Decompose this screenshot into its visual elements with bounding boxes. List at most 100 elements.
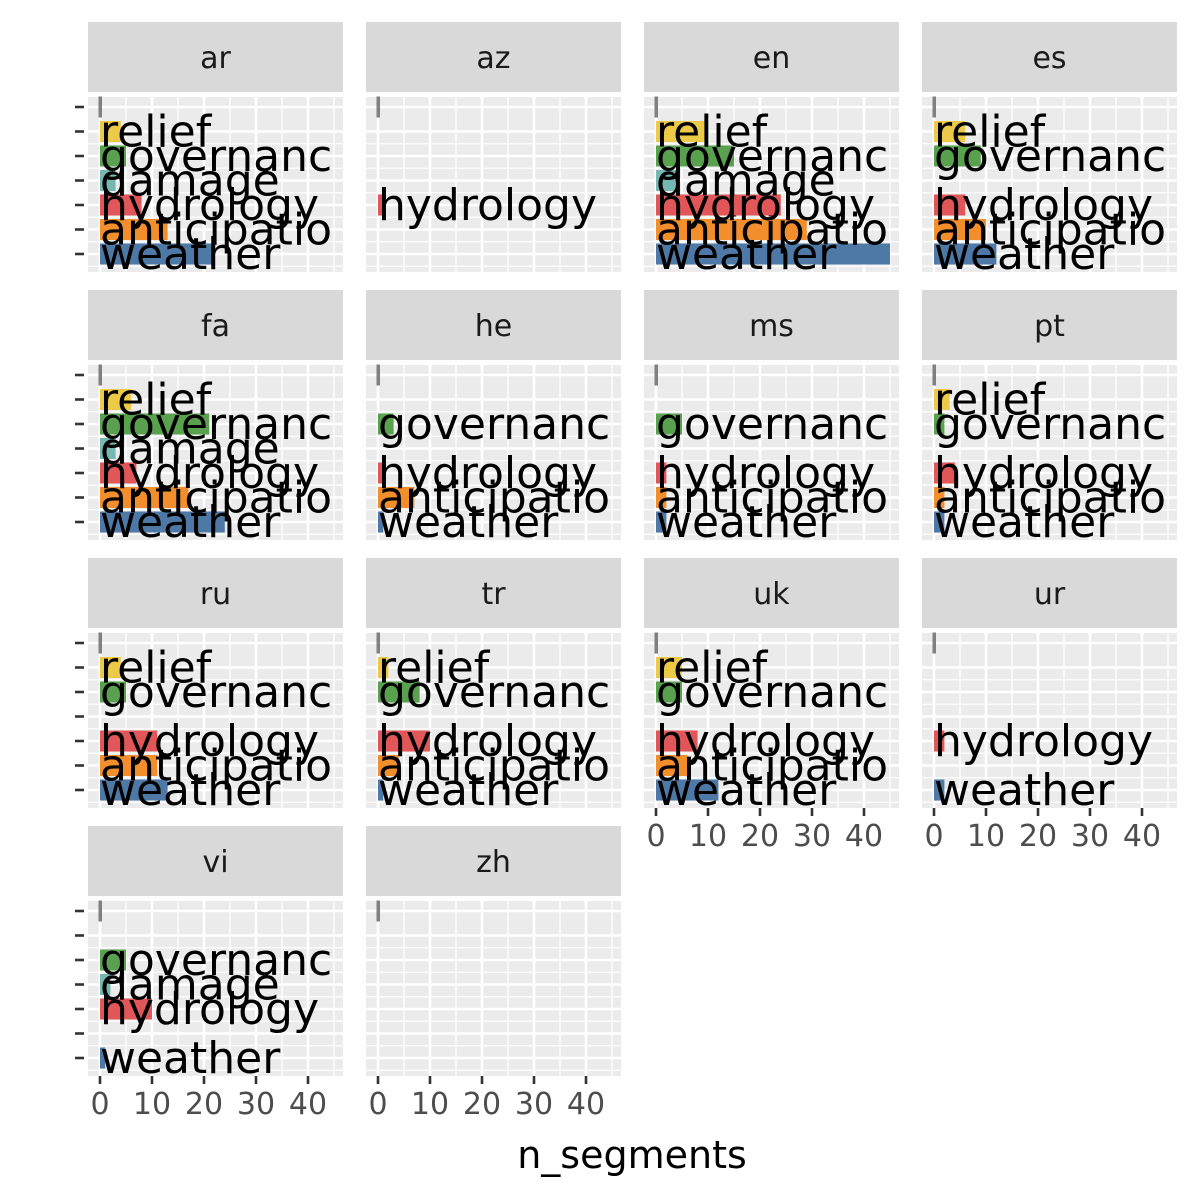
bar-label-vi-hydrology: hydrology bbox=[100, 984, 319, 1035]
x-tick-label: 0 bbox=[90, 1087, 109, 1122]
bar-label-tr-governance: governanc bbox=[378, 667, 610, 718]
empty-category-stub bbox=[654, 364, 658, 386]
bar-uk-relief bbox=[656, 657, 682, 678]
strip-he bbox=[366, 290, 621, 360]
bar-en-hydrology bbox=[656, 194, 781, 216]
strip-zh bbox=[366, 826, 621, 896]
bar-fa-damage bbox=[100, 438, 116, 459]
bar-uk-weather bbox=[656, 779, 719, 801]
empty-category-stub bbox=[654, 632, 658, 654]
strip-es bbox=[922, 22, 1177, 92]
panel-en: enweatheranticipatiohydrologydamagegover… bbox=[644, 22, 899, 280]
strip-fa bbox=[88, 290, 343, 360]
x-tick-label: 30 bbox=[237, 1087, 275, 1122]
bar-ar-relief bbox=[100, 121, 121, 142]
plot-area-tr bbox=[366, 633, 621, 808]
strip-label-ar: ar bbox=[200, 41, 231, 76]
plot-area-ms bbox=[644, 365, 899, 540]
bar-label-tr-relief: relief bbox=[378, 643, 491, 694]
bar-es-weather bbox=[934, 243, 997, 265]
bar-uk-hydrology bbox=[656, 730, 698, 752]
bar-ru-relief bbox=[100, 657, 121, 678]
strip-label-he: he bbox=[475, 309, 512, 344]
strip-ms bbox=[644, 290, 899, 360]
bar-he-governance bbox=[378, 413, 394, 435]
strip-label-tr: tr bbox=[481, 577, 506, 612]
bar-en-damage bbox=[656, 170, 677, 191]
bar-ar-anticipation bbox=[100, 219, 168, 240]
bar-ru-anticipation bbox=[100, 755, 158, 776]
bar-label-pt-hydrology: hydrology bbox=[934, 448, 1153, 499]
strip-ru bbox=[88, 558, 343, 628]
bar-label-pt-relief: relief bbox=[934, 375, 1047, 426]
bar-label-ms-governance: governanc bbox=[656, 399, 888, 450]
plot-area-ru bbox=[88, 633, 343, 808]
bar-en-relief bbox=[656, 121, 708, 142]
x-tick-label: 30 bbox=[515, 1087, 553, 1122]
bar-label-he-anticipation: anticipatio bbox=[378, 473, 610, 524]
bar-label-es-governance: governanc bbox=[934, 131, 1166, 182]
bar-az-hydrology bbox=[378, 194, 384, 216]
strip-label-vi: vi bbox=[202, 845, 228, 880]
panel-uk: ukweatheranticipatiohydrologygovernancre… bbox=[644, 558, 899, 854]
empty-category-stub bbox=[654, 96, 658, 118]
x-tick-label: 10 bbox=[967, 819, 1005, 854]
bar-label-pt-weather: weather bbox=[934, 497, 1115, 548]
x-tick-label: 30 bbox=[1071, 819, 1109, 854]
plot-area-ar bbox=[88, 97, 343, 272]
bar-label-he-hydrology: hydrology bbox=[378, 448, 597, 499]
bar-label-ar-relief: relief bbox=[100, 107, 213, 158]
plot-area-uk bbox=[644, 633, 899, 808]
x-tick-label: 0 bbox=[368, 1087, 387, 1122]
x-tick-label: 10 bbox=[411, 1087, 449, 1122]
bar-en-weather bbox=[656, 243, 890, 265]
x-tick-label: 40 bbox=[567, 1087, 605, 1122]
strip-ur bbox=[922, 558, 1177, 628]
bar-es-hydrology bbox=[934, 194, 966, 216]
bar-he-anticipation bbox=[378, 487, 415, 508]
bar-label-tr-hydrology: hydrology bbox=[378, 716, 597, 767]
bar-label-en-relief: relief bbox=[656, 107, 769, 158]
bar-tr-relief bbox=[378, 657, 389, 678]
bar-vi-damage bbox=[100, 974, 111, 995]
bar-fa-relief bbox=[100, 389, 132, 410]
bar-label-es-relief: relief bbox=[934, 107, 1047, 158]
bar-he-weather bbox=[378, 511, 384, 533]
bar-label-vi-weather: weather bbox=[100, 1033, 281, 1084]
bar-tr-anticipation bbox=[378, 755, 399, 776]
strip-tr bbox=[366, 558, 621, 628]
bar-label-tr-weather: weather bbox=[378, 765, 559, 816]
x-axis-title: n_segments bbox=[517, 1133, 747, 1177]
empty-category-stub bbox=[376, 364, 380, 386]
x-tick-label: 40 bbox=[845, 819, 883, 854]
bar-ms-anticipation bbox=[656, 487, 667, 508]
panel-ru: ruweatheranticipatiohydrologygovernancre… bbox=[75, 558, 343, 816]
plot-area-az bbox=[366, 97, 621, 272]
panels-layer: arweatheranticipatiohydrologydamagegover… bbox=[75, 22, 1177, 1122]
panel-es: esweatheranticipatiohydrologygovernancre… bbox=[922, 22, 1177, 280]
bar-ur-hydrology bbox=[934, 730, 945, 752]
x-tick-label: 20 bbox=[1019, 819, 1057, 854]
panel-tr: trweatheranticipatiohydrologygovernancre… bbox=[366, 558, 621, 816]
plot-area-he bbox=[366, 365, 621, 540]
bar-label-ur-hydrology: hydrology bbox=[934, 716, 1153, 767]
panel-az: az hydrology bbox=[366, 22, 621, 272]
plot-area-pt bbox=[922, 365, 1177, 540]
bar-ms-hydrology bbox=[656, 462, 667, 484]
bar-label-vi-damage: damage bbox=[100, 960, 280, 1011]
strip-label-fa: fa bbox=[201, 309, 230, 344]
bar-uk-governance bbox=[656, 681, 682, 703]
bar-label-uk-relief: relief bbox=[656, 643, 769, 694]
panel-pt: pt weatheranticipatiohydrologygovernancre… bbox=[922, 290, 1177, 548]
bar-tr-weather bbox=[378, 779, 384, 801]
bar-label-ar-governance: governanc bbox=[100, 131, 332, 182]
bar-label-ms-weather: weather bbox=[656, 497, 837, 548]
bar-pt-relief bbox=[934, 389, 950, 410]
bar-ru-hydrology bbox=[100, 730, 158, 752]
bar-label-es-anticipation: anticipatio bbox=[934, 205, 1166, 256]
strip-az bbox=[366, 22, 621, 92]
